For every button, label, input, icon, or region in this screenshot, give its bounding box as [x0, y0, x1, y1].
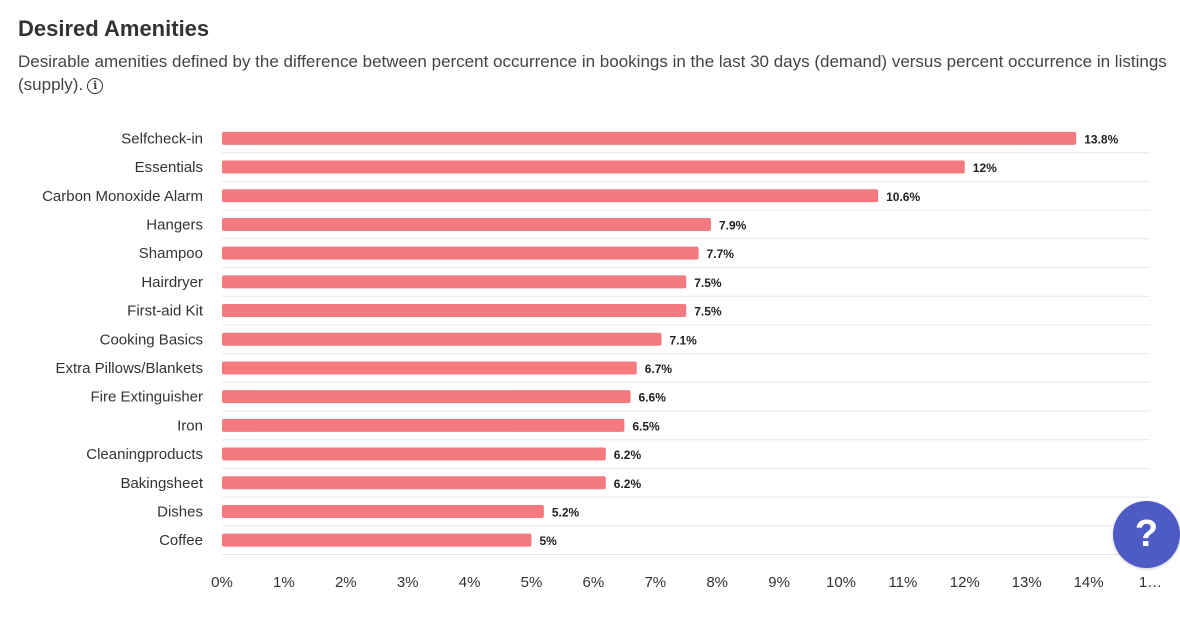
x-tick-label: 5% — [521, 574, 543, 591]
category-label: Hairdryer — [141, 274, 203, 291]
category-label: Dishes — [157, 503, 203, 520]
category-label: Coffee — [159, 532, 203, 549]
page-subtitle: Desirable amenities defined by the diffe… — [18, 50, 1168, 96]
bar — [222, 504, 544, 518]
x-tick-label: 0% — [211, 574, 233, 591]
data-label: 6.2% — [614, 448, 642, 462]
bar — [222, 217, 712, 231]
data-label: 5% — [540, 534, 558, 548]
category-label: Fire Extinguisher — [90, 389, 203, 406]
x-tick-label: 3% — [397, 574, 419, 591]
x-tick-label: 6% — [583, 574, 605, 591]
data-label: 7.5% — [694, 305, 722, 319]
bar — [222, 533, 532, 547]
x-tick-label: 13% — [1012, 574, 1042, 591]
bar — [222, 361, 637, 375]
x-tick-label: 4% — [459, 574, 481, 591]
bar — [222, 275, 687, 289]
x-tick-label: 2% — [335, 574, 357, 591]
bar — [222, 447, 606, 461]
category-label: Cleaningproducts — [86, 446, 203, 463]
x-tick-label: 7% — [644, 574, 666, 591]
category-label: Bakingsheet — [120, 475, 203, 492]
data-label: 13.8% — [1084, 132, 1118, 146]
category-label: Hangers — [146, 216, 203, 233]
x-tick-label: 11% — [888, 574, 917, 591]
bar — [222, 160, 965, 174]
page-title: Desired Amenities — [18, 16, 210, 41]
data-label: 7.5% — [694, 276, 722, 290]
bar — [222, 304, 687, 318]
help-button[interactable]: ? — [1113, 501, 1180, 568]
x-tick-label: 12% — [950, 574, 980, 591]
x-tick-label: 1% — [273, 574, 295, 591]
data-label: 12% — [973, 161, 997, 175]
data-label: 7.7% — [707, 247, 735, 261]
data-label: 6.5% — [632, 419, 660, 433]
category-label: First-aid Kit — [127, 303, 204, 320]
question-icon: ? — [1134, 513, 1159, 555]
category-label: Essentials — [135, 159, 203, 176]
data-label: 7.1% — [669, 333, 697, 347]
subtitle-text: Desirable amenities defined by the diffe… — [18, 52, 1167, 94]
info-icon[interactable]: i — [87, 77, 104, 94]
bar — [222, 189, 879, 203]
category-label: Shampoo — [139, 245, 203, 262]
data-label: 5.2% — [552, 505, 580, 519]
bar — [222, 131, 1077, 145]
data-label: 6.7% — [645, 362, 673, 376]
x-tick-label: 1… — [1139, 574, 1162, 591]
bar — [222, 418, 625, 432]
data-label: 6.2% — [614, 477, 642, 491]
data-label: 7.9% — [719, 218, 747, 232]
bar — [222, 246, 699, 260]
bar — [222, 390, 631, 404]
bar — [222, 476, 606, 490]
bar — [222, 332, 662, 346]
x-tick-label: 10% — [826, 574, 856, 591]
data-label: 10.6% — [886, 190, 920, 204]
category-label: Cooking Basics — [100, 331, 203, 348]
category-label: Iron — [177, 417, 203, 434]
x-tick-label: 14% — [1074, 574, 1104, 591]
data-label: 6.6% — [639, 391, 667, 405]
category-label: Extra Pillows/Blankets — [55, 360, 203, 377]
x-tick-label: 8% — [706, 574, 728, 591]
category-label: Selfcheck-in — [121, 130, 203, 147]
category-label: Carbon Monoxide Alarm — [42, 188, 203, 205]
x-tick-label: 9% — [768, 574, 790, 591]
